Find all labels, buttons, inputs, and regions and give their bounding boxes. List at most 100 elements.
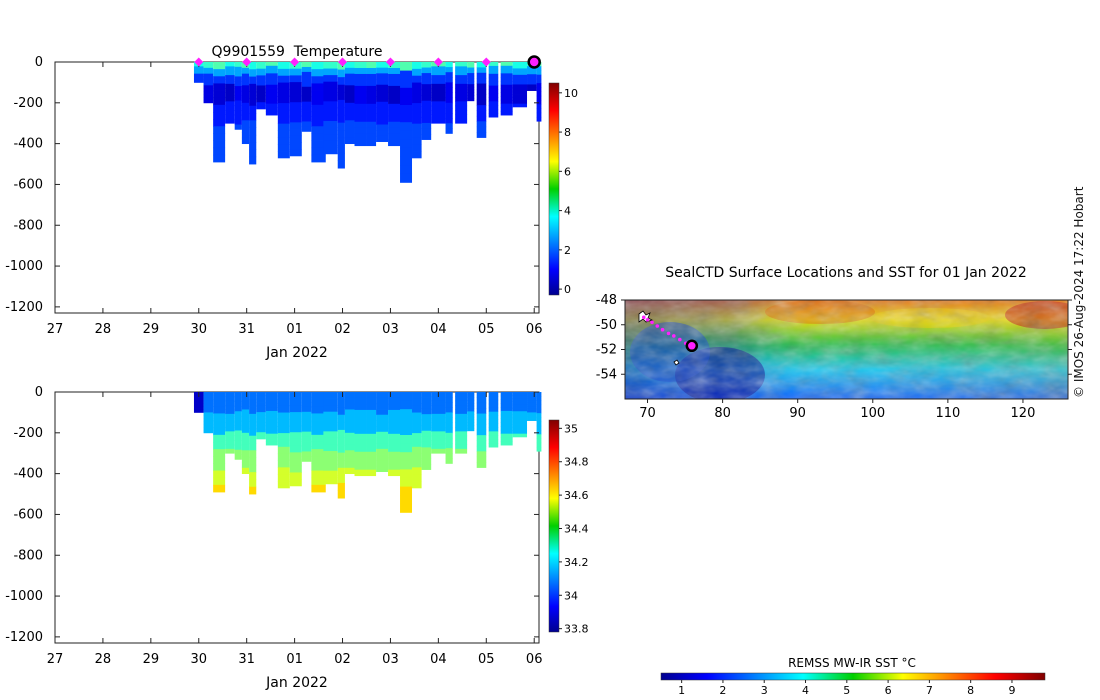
profile-cell [400,409,413,419]
profile-cell [512,74,528,79]
profile-cell [225,444,235,450]
sst-colorbar [660,672,1046,681]
profile-cell [249,443,257,451]
profile-cell [193,66,204,69]
profile-cell [421,106,432,113]
profile-cell [388,397,403,405]
profile-cell [249,113,257,121]
sst-field [625,300,1068,399]
profile-column [400,392,413,513]
profile-cell [376,79,389,86]
profile-cell [366,403,377,411]
profile-cell [366,433,377,441]
profile-column [376,62,389,142]
profile-column [366,62,377,147]
profile-cell [400,96,413,106]
profile-column [256,392,266,440]
profile-cell [344,432,355,440]
profile-cell [277,144,290,152]
profile-cell [445,417,453,424]
profile-cell [337,99,345,108]
profile-cell [256,408,266,413]
profile-cell [213,104,226,113]
profile-cell [193,70,204,73]
profile-column [488,62,499,118]
profile-cell [277,116,290,125]
profile-cell [213,484,226,493]
profile-cell [241,392,250,399]
profile-cell [527,404,537,407]
profile-column [344,62,355,145]
profile-cell [388,133,403,141]
profile-cell [512,433,528,438]
profile-cell [277,433,290,441]
track-point [660,327,665,332]
profile-cell [289,142,302,150]
profile-cell [467,95,475,99]
profile-cell [467,405,475,410]
profile-cell [412,481,422,489]
profile-cell [376,465,389,472]
x-tick-label: 05 [478,652,495,667]
profile-cell [467,89,475,93]
profile-cell [193,76,204,79]
profile-cell [193,78,204,80]
profile-cell [289,108,302,117]
profile-cell [249,149,257,158]
profile-cell [376,403,389,410]
profile-cell [476,105,487,111]
profile-cell [337,160,345,169]
profile-cell [512,62,528,66]
profile-cell [203,79,214,83]
surface-location-marker [194,57,204,67]
profile-column [241,62,250,145]
profile-column [311,392,326,493]
profile-cell [344,421,355,428]
profile-cell [256,418,266,423]
profile-cell [323,75,338,83]
profile-cell [467,67,475,71]
profile-cell [203,426,214,431]
sst-colorbar-tick-label: 6 [885,684,892,697]
x-tick-label: 29 [143,652,160,667]
profile-cell [337,467,345,476]
profile-cell [455,444,468,450]
profile-cell [311,83,326,91]
profile-cell [323,147,338,155]
profile-cell [344,409,355,416]
profile-cell [249,392,257,400]
profile-cell [354,79,367,87]
profile-cell [421,447,432,454]
profile-cell [256,412,266,416]
profile-cell [256,435,266,440]
profile-cell [431,448,446,454]
profile-cell [536,78,542,84]
profile-cell [277,405,290,413]
profile-cell [213,427,226,436]
profile-cell [311,456,326,464]
profile-cell [421,95,432,102]
profile-column [476,62,487,138]
profile-cell [234,454,242,460]
profile-cell [289,438,302,447]
profile-cell [527,412,537,415]
profile-column [388,392,403,477]
profile-cell [249,69,257,77]
profile-cell [476,121,487,128]
profile-cell [467,98,475,102]
profile-cell [400,130,413,140]
profile-cell [400,139,413,149]
profile-cell [241,415,250,422]
profile-cell [213,111,226,120]
profile-cell [344,108,355,115]
salinity-x-axis-label: Jan 2022 [265,675,328,691]
profile-cell [241,421,250,428]
profile-cell [376,431,389,438]
profile-cell [376,67,389,74]
profile-cell [512,424,528,428]
profile-cell [213,119,226,127]
profile-column [344,392,355,475]
profile-cell [488,85,499,90]
profile-cell [193,405,204,407]
profile-cell [445,407,453,413]
